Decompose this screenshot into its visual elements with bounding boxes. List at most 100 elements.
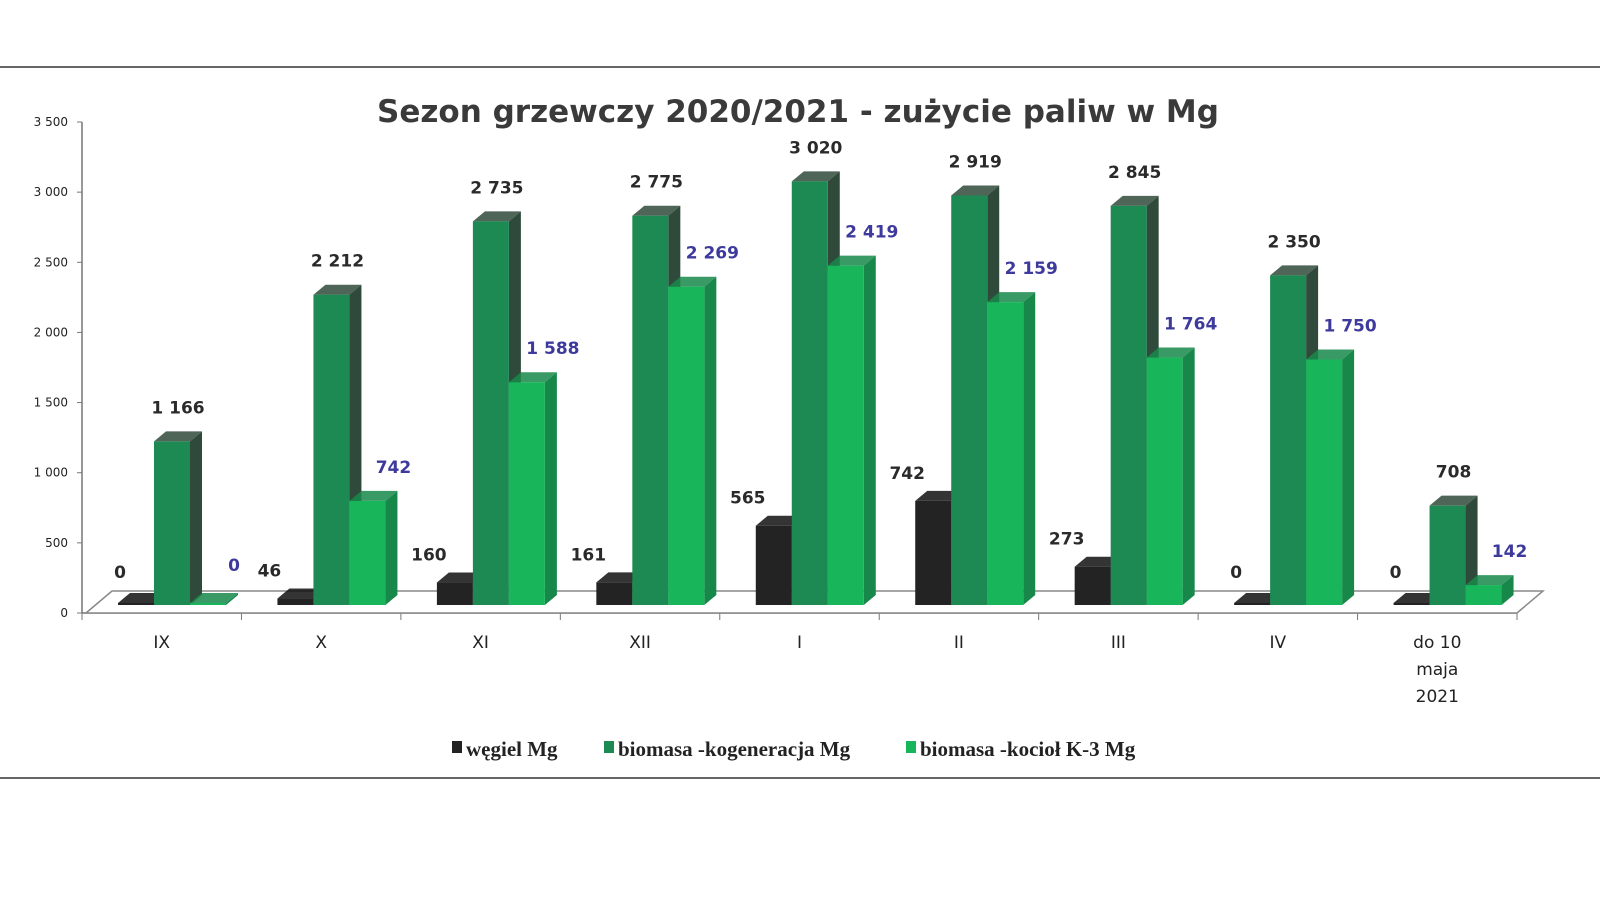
bar [349, 500, 386, 605]
bar-top [1270, 265, 1319, 276]
bar-top [1146, 347, 1195, 358]
data-label: 1 764 [1164, 315, 1217, 335]
bar [118, 603, 154, 605]
y-tick-label: 500 [45, 536, 68, 550]
bar [668, 286, 705, 605]
bar [472, 221, 509, 605]
x-tick-label: X [315, 633, 327, 653]
x-tick-label: do 10 [1413, 633, 1461, 653]
bar-side [190, 431, 202, 605]
data-label: 1 166 [151, 398, 204, 418]
bar [1146, 357, 1183, 605]
bar-top [349, 490, 398, 501]
x-tick-label: IX [153, 633, 170, 653]
data-label: 0 [114, 563, 126, 583]
data-label: 0 [228, 556, 240, 576]
data-label: 160 [411, 546, 447, 566]
bar [1393, 603, 1430, 605]
bar [632, 215, 669, 605]
bar-top [1306, 349, 1355, 360]
y-tick-label: 2 000 [34, 325, 68, 339]
data-label: 1 588 [526, 339, 579, 359]
bar-top [508, 372, 557, 383]
data-label: 2 419 [845, 223, 898, 243]
y-tick-label: 1 000 [34, 466, 68, 480]
data-label: 2 212 [311, 252, 364, 272]
bar-top [1465, 575, 1514, 586]
y-tick-label: 3 500 [34, 115, 68, 129]
data-label: 0 [1390, 563, 1402, 583]
legend-label: biomasa -kocioł K-3 Mg [920, 737, 1136, 761]
bar [951, 195, 988, 606]
bar-side [704, 276, 717, 605]
bar-top [313, 284, 362, 295]
data-label: 742 [889, 464, 925, 484]
data-label: 2 775 [630, 173, 683, 193]
x-tick-label: III [1111, 633, 1126, 653]
y-tick-label: 3 000 [34, 185, 68, 199]
bar [987, 302, 1024, 605]
data-label: 1 750 [1323, 317, 1376, 337]
x-tick-label: I [797, 633, 802, 653]
bar [190, 603, 226, 605]
x-tick-label: maja [1416, 660, 1458, 680]
bar-side [226, 593, 238, 605]
data-label: 2 159 [1005, 259, 1058, 279]
bar-side [1342, 349, 1355, 605]
bar-top [190, 593, 238, 603]
bar-side [863, 255, 876, 605]
x-tick-label: IV [1270, 633, 1287, 653]
bar-side [1501, 575, 1514, 605]
bar [1074, 566, 1111, 605]
bar [755, 525, 792, 605]
bar-top [154, 431, 202, 442]
data-label: 0 [1230, 563, 1242, 583]
bar-top [827, 255, 876, 266]
bottom-border [0, 777, 1600, 779]
bar-top [632, 205, 681, 216]
x-tick-label: XI [472, 633, 489, 653]
bar [596, 582, 633, 605]
bar-top [472, 211, 521, 222]
bar-top [987, 292, 1036, 303]
chart-title: Sezon grzewczy 2020/2021 - zużycie paliw… [377, 94, 1219, 130]
bar-side [544, 372, 557, 605]
bar [1465, 585, 1502, 605]
bar-top [668, 276, 717, 287]
x-tick-label: II [954, 633, 964, 653]
bar [1234, 603, 1271, 605]
bar [791, 181, 828, 605]
data-label: 2 350 [1267, 232, 1320, 252]
bar [1110, 205, 1147, 605]
data-label: 2 269 [686, 244, 739, 264]
y-tick-label: 1 500 [34, 396, 68, 410]
data-label: 2 735 [470, 178, 523, 198]
data-label: 46 [258, 562, 282, 582]
bar [277, 598, 314, 605]
data-label: 2 919 [949, 153, 1002, 173]
x-tick-label: 2021 [1416, 687, 1459, 707]
bar [827, 265, 864, 605]
legend-label: węgiel Mg [466, 737, 558, 761]
data-label: 3 020 [789, 138, 842, 158]
data-label: 161 [571, 545, 607, 565]
legend-swatch [452, 741, 462, 753]
bar [1306, 359, 1343, 605]
legend-swatch [906, 741, 916, 753]
data-label: 742 [376, 458, 412, 478]
data-label: 142 [1492, 542, 1528, 562]
legend-label: biomasa -kogeneracja Mg [618, 737, 851, 761]
bar [915, 500, 952, 605]
bar-side [1023, 292, 1036, 605]
data-label: 2 845 [1108, 163, 1161, 183]
y-tick-label: 0 [60, 606, 68, 620]
data-label: 565 [730, 489, 766, 509]
bar-top [791, 171, 840, 182]
bar-side [385, 490, 398, 605]
bar [436, 582, 473, 605]
bar [154, 441, 190, 605]
bar [508, 382, 545, 605]
bar [1429, 505, 1466, 605]
x-tick-label: XII [629, 633, 651, 653]
bar-top [951, 185, 1000, 196]
